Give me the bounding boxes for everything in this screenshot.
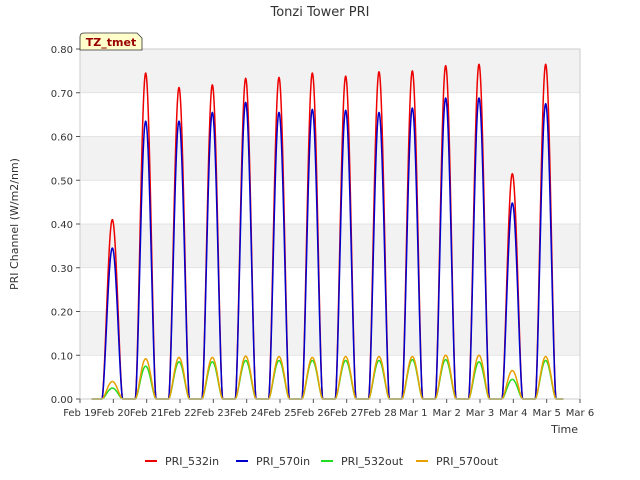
x-tick-label: Feb 20 [97, 408, 131, 419]
y-tick-label: 0.50 [51, 176, 73, 187]
y-tick-label: 0.70 [51, 89, 73, 100]
grid-band [80, 49, 580, 93]
x-tick-label: Feb 23 [197, 408, 231, 419]
y-tick-label: 0.80 [51, 45, 73, 56]
x-tick-label: Feb 27 [330, 408, 364, 419]
x-tick-label: Mar 6 [566, 408, 594, 419]
y-tick-label: 0.60 [51, 133, 73, 144]
x-tick-label: Feb 26 [297, 408, 331, 419]
x-tick-label: Mar 3 [466, 408, 494, 419]
x-tick-label: Feb 24 [230, 408, 264, 419]
x-tick-label: Feb 21 [130, 408, 164, 419]
x-tick-label: Mar 5 [532, 408, 560, 419]
x-tick-label: Mar 4 [499, 408, 527, 419]
badge-shape [79, 32, 143, 51]
x-axis: Feb 19 Feb 20 Feb 21 Feb 22 Feb 23 Feb 24 Feb … [63, 399, 594, 419]
chart-title: Tonzi Tower PRI [270, 5, 370, 20]
y-tick-label: 0.20 [51, 308, 73, 319]
y-tick-label: 0.40 [51, 220, 73, 231]
x-tick-label: Feb 28 [363, 408, 397, 419]
x-tick-label: Feb 25 [263, 408, 297, 419]
legend-label: PRI_570in [256, 455, 310, 468]
y-tick-label: 0.10 [51, 351, 73, 362]
grid-band [80, 224, 580, 268]
grid-band [80, 311, 580, 356]
legend-label: PRI_570out [436, 455, 499, 468]
x-axis-label: Time [550, 423, 578, 436]
legend-label: PRI_532out [341, 455, 404, 468]
grid-band [80, 136, 580, 181]
legend: PRI_532in PRI_570in PRI_532out PRI_570out [145, 455, 499, 468]
x-tick-label: Feb 22 [163, 408, 197, 419]
y-tick-label: 0.00 [51, 395, 73, 406]
legend-label: PRI_532in [165, 455, 219, 468]
badge-label: TZ_tmet [86, 36, 136, 49]
y-axis: 0.00 0.10 0.20 0.30 0.40 0.50 0.60 0.70 0.80 [51, 45, 80, 406]
x-tick-label: Mar 2 [432, 408, 460, 419]
dataset-badge: TZ_tmet [79, 32, 143, 51]
y-tick-label: 0.30 [51, 264, 73, 275]
x-tick-label: Mar 1 [399, 408, 427, 419]
x-tick-label: Feb 19 [63, 408, 97, 419]
y-axis-label: PRI Channel (W/m2/nm) [8, 158, 21, 290]
